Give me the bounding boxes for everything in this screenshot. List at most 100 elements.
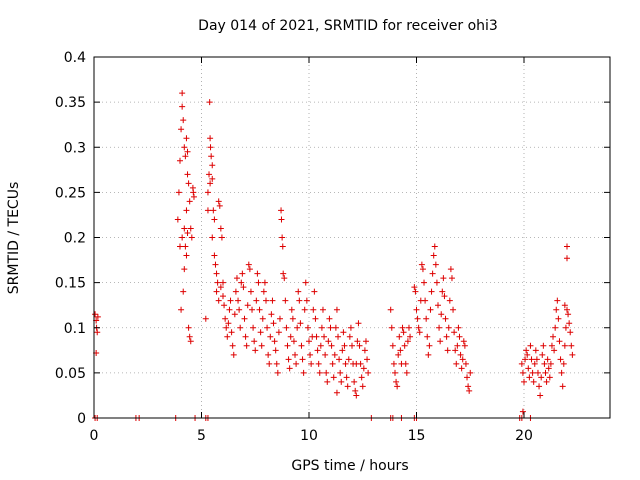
data-point-marker <box>274 369 281 376</box>
data-point-marker <box>394 383 401 390</box>
data-point-marker <box>190 193 197 200</box>
data-point-marker <box>405 324 412 331</box>
data-point-marker <box>407 333 414 340</box>
x-tick-label: 20 <box>515 428 533 444</box>
data-point-marker <box>565 311 572 318</box>
data-point-marker <box>206 171 213 178</box>
data-point-marker <box>207 144 214 151</box>
y-tick-label: 0.35 <box>55 95 86 111</box>
data-point-marker <box>266 360 273 367</box>
data-point-marker <box>208 153 215 160</box>
data-point-marker <box>281 275 288 282</box>
data-point-marker <box>355 320 362 327</box>
data-point-marker <box>306 338 312 345</box>
grid-lines <box>94 57 610 418</box>
data-point-marker <box>425 351 432 358</box>
data-point-marker <box>343 374 350 381</box>
data-point-marker <box>454 342 461 349</box>
data-point-marker <box>362 338 369 345</box>
data-point-marker <box>424 333 431 340</box>
data-point-marker <box>316 369 323 376</box>
data-point-marker <box>413 306 420 313</box>
data-point-marker <box>560 360 567 367</box>
x-tick-label: 0 <box>90 428 99 444</box>
data-point-marker <box>318 324 325 331</box>
data-point-marker <box>319 306 326 313</box>
data-point-marker <box>332 324 339 331</box>
data-point-marker <box>322 351 329 358</box>
data-point-marker <box>551 347 558 354</box>
data-point-marker <box>186 198 193 205</box>
data-point-marker <box>238 279 245 286</box>
data-point-marker <box>253 297 260 304</box>
data-point-marker <box>389 342 396 349</box>
data-point-marker <box>288 306 295 313</box>
data-point-marker <box>328 342 335 349</box>
data-point-marker <box>528 356 535 363</box>
data-point-marker <box>292 351 299 358</box>
data-point-marker <box>561 302 568 309</box>
data-point-marker <box>223 324 230 331</box>
data-point-marker <box>547 360 554 367</box>
data-point-marker <box>202 315 209 322</box>
data-point-marker <box>351 378 358 385</box>
data-point-marker <box>427 306 434 313</box>
data-point-marker <box>567 329 574 336</box>
data-point-marker <box>446 297 453 304</box>
data-point-marker <box>174 216 181 223</box>
data-point-marker <box>216 202 223 209</box>
data-point-marker <box>92 311 99 318</box>
data-point-marker <box>456 333 463 340</box>
data-point-marker <box>297 320 304 327</box>
data-point-marker <box>264 324 271 331</box>
data-point-marker <box>562 324 569 331</box>
x-axis-label: GPS time / hours <box>291 458 408 474</box>
data-point-marker <box>451 329 458 336</box>
data-point-marker <box>220 279 226 286</box>
data-point-marker <box>179 90 186 97</box>
data-point-marker <box>447 266 454 273</box>
data-point-marker <box>399 324 406 331</box>
data-point-marker <box>411 284 418 291</box>
data-point-marker <box>210 207 217 214</box>
data-point-marker <box>459 356 466 363</box>
data-point-marker <box>179 103 186 110</box>
data-point-marker <box>284 342 291 349</box>
data-point-marker <box>439 288 446 295</box>
data-point-marker <box>315 360 322 367</box>
data-point-marker <box>422 297 429 304</box>
data-point-marker <box>183 207 190 214</box>
data-point-marker <box>365 369 372 376</box>
data-point-marker <box>179 234 186 241</box>
data-point-marker <box>418 261 425 268</box>
data-point-marker <box>354 338 361 345</box>
data-point-marker <box>258 342 265 349</box>
data-point-marker <box>182 243 189 250</box>
data-point-marker <box>308 360 315 367</box>
data-point-marker <box>276 315 283 322</box>
data-point-marker <box>401 342 408 349</box>
data-point-marker <box>296 297 303 304</box>
x-tick-label: 10 <box>300 428 318 444</box>
data-point-marker <box>218 234 225 241</box>
data-point-marker <box>537 392 544 399</box>
data-point-marker <box>301 306 308 313</box>
data-point-marker <box>220 293 226 300</box>
data-point-marker <box>188 234 195 241</box>
data-point-marker <box>290 338 297 345</box>
data-point-marker <box>295 288 302 295</box>
data-point-marker <box>185 180 192 187</box>
data-point-marker <box>442 315 449 322</box>
data-point-marker <box>247 288 254 295</box>
data-point-marker <box>230 351 237 358</box>
data-point-marker <box>545 365 552 372</box>
data-point-marker <box>390 360 397 367</box>
data-point-marker <box>432 261 439 268</box>
data-point-marker <box>431 243 438 250</box>
data-point-marker <box>240 284 247 291</box>
data-point-marker <box>186 333 193 340</box>
data-point-marker <box>183 252 190 259</box>
data-point-marker <box>402 360 409 367</box>
data-point-marker <box>270 320 277 327</box>
data-point-marker <box>184 148 191 155</box>
